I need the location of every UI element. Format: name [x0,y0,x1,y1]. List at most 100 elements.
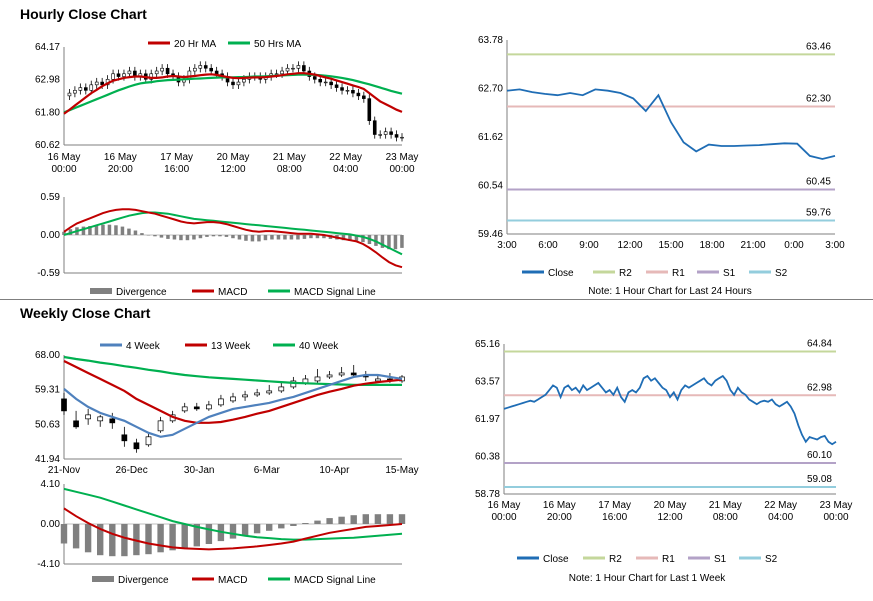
weekly-1w-level-label-r2: 64.84 [807,339,832,350]
hourly-price-x-tick-time-1: 20:00 [108,164,133,175]
hourly-macd-divergence-bar [192,235,196,240]
hourly-macd-divergence-bar [146,235,151,236]
hourly-section-title: Hourly Close Chart [20,6,147,22]
hourly-macd-divergence-bar [81,226,86,235]
weekly-price-x-tick-0: 21-Nov [48,465,80,476]
hourly-macd-divergence-bar [283,235,287,240]
weekly-macd-y-tick-2: -4.10 [37,559,60,570]
weekly-1w-x-tick-time-6: 00:00 [823,512,848,523]
hourly-price-candle-body [383,131,388,135]
hourly-macd-divergence-bar [393,235,398,250]
hourly-price-candle-body [94,81,99,86]
hourly-macd-divergence-bar [114,225,118,235]
weekly-price-y-tick-3: 41.94 [35,454,60,465]
hourly-24h-x-tick-8: 3:00 [825,240,845,251]
weekly-1w-close-line [503,374,837,446]
weekly-price-legend-40wk-label: 40 Week [299,341,339,352]
hourly-24h-x-tick-3: 12:00 [617,240,642,251]
hourly-macd-divergence-bar [133,230,138,235]
hourly-price-x-tick-time-4: 08:00 [277,164,302,175]
weekly-macd-signal-line [63,487,403,541]
hourly-price-candle-body [312,76,317,80]
weekly-price-candle-body [193,406,200,410]
weekly-1w-x-tick-time-3: 12:00 [657,512,682,523]
hourly-macd-signal-line [63,211,403,256]
weekly-macd-macd-line [63,507,403,551]
hourly-price-x-tick-4: 21 May [273,152,306,163]
hourly-price-candle-body [372,120,377,135]
hourly-price-candle-body [367,98,372,122]
hourly-macd-macd-line [63,208,403,269]
hourly-macd-divergence-bar [387,235,391,250]
hourly-price-x-tick-2: 17 May [160,152,193,163]
hourly-macd-divergence-bar [166,235,170,239]
hourly-macd-divergence-bar [159,235,164,238]
hourly-price-candle-body [154,70,159,75]
hourly-macd-y-tick-0: 0.59 [41,192,61,203]
hourly-price-candle-body [351,90,355,94]
hourly-price-candle-body [274,73,279,75]
weekly-1w-y-tick-2: 61.97 [475,414,500,425]
hourly-macd-divergence-bar [296,235,300,240]
hourly-24h-x-tick-1: 6:00 [538,240,558,251]
hourly-macd-divergence-bar [127,228,131,235]
hourly-24h-x-tick-0: 3:00 [497,240,517,251]
hourly-price-candle-body [389,131,393,135]
hourly-24h-legend-close-label: Close [548,268,574,279]
hourly-price-candle-body [209,67,213,72]
hourly-price-candle-body [378,134,382,136]
hourly-price-y-tick-3: 60.62 [35,140,60,151]
hourly-price-candle-body [318,78,323,83]
hourly-macd-divergence-bar [62,231,66,235]
weekly-1w-x-tick-2: 17 May [598,500,631,511]
hourly-macd-legend-signal-label: MACD Signal Line [294,287,376,298]
hourly-price-candle-body [73,90,77,94]
hourly-price-candle-body [165,67,170,75]
weekly-price-x-tick-4: 10-Apr [319,465,350,476]
hourly-price-candle-body [193,67,197,72]
hourly-macd-divergence-bar [354,235,359,241]
weekly-macd-legend-macd-label: MACD [218,575,247,586]
weekly-price-candle-body [266,390,273,394]
hourly-price-x-tick-time-0: 00:00 [51,164,76,175]
weekly-macd-divergence-bar [362,514,369,524]
weekly-price-candle-body [314,376,321,382]
hourly-macd-divergence-bar [172,235,177,240]
hourly-macd-legend-divergence-label: Divergence [116,287,167,298]
hourly-24h-x-tick-4: 15:00 [658,240,683,251]
weekly-1w-x-tick-time-5: 04:00 [768,512,793,523]
weekly-macd-divergence-bar [241,524,249,536]
weekly-price-candle-body [206,404,212,410]
weekly-1w-legend-s1-label: S1 [714,554,727,565]
weekly-price-y-tick-1: 59.31 [35,385,60,396]
hourly-price-x-tick-time-6: 00:00 [389,164,414,175]
weekly-price-candle-body [181,406,188,412]
hourly-macd-divergence-bar [250,235,255,242]
hourly-price-x-tick-time-2: 16:00 [164,164,189,175]
hourly-macd-divergence-bar [179,235,183,241]
weekly-1w-x-tick-time-2: 16:00 [602,512,627,523]
weekly-price-wk4-line [63,373,403,438]
hourly-macd-divergence-bar [289,235,294,240]
hourly-price-candle-body [89,84,94,91]
hourly-price-ma20-line [63,72,403,115]
hourly-price-y-tick-2: 61.80 [35,107,60,118]
weekly-price-candle-body [133,442,140,450]
hourly-macd-divergence-bar [224,235,229,237]
weekly-1w-legend-close-label: Close [543,554,569,565]
hourly-macd-divergence-bar [244,235,248,241]
hourly-24h-legend-r1-label: R1 [672,268,685,279]
hourly-price-candle-body [116,73,121,77]
hourly-macd-divergence-bar [257,235,261,242]
hourly-macd-divergence-bar [153,235,157,237]
weekly-macd-y-tick-1: 0.00 [41,519,61,530]
weekly-price-candle-body [326,374,333,378]
weekly-macd-divergence-bar [302,523,309,524]
weekly-1w-y-tick-1: 63.57 [475,377,500,388]
weekly-1w-y-tick-4: 58.78 [475,489,500,500]
weekly-price-candle-body [61,398,67,412]
hourly-price-candle-body [340,87,344,91]
weekly-1w-y-tick-0: 65.16 [475,339,500,350]
hourly-macd-divergence-bar [361,235,365,243]
